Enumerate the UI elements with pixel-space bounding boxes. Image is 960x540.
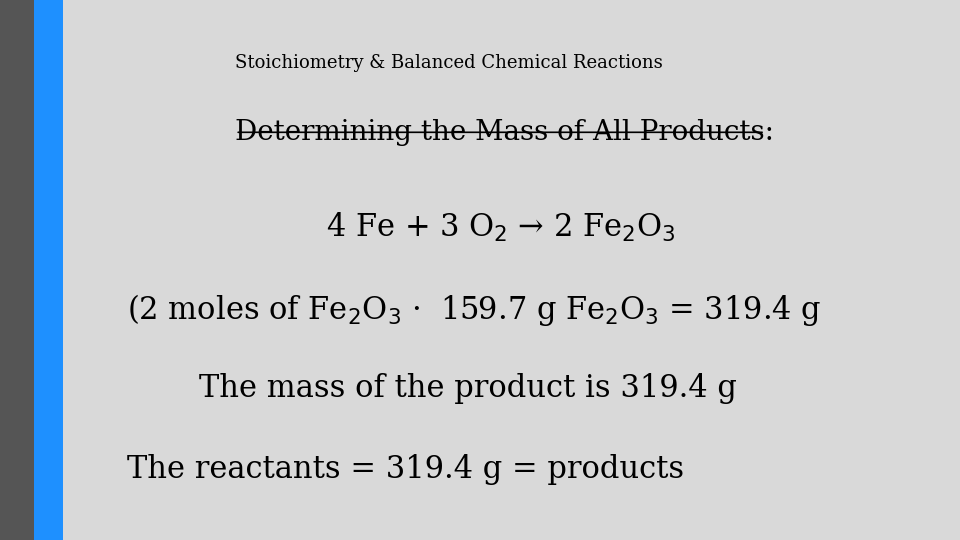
Text: Determining the Mass of All Products:: Determining the Mass of All Products: — [235, 119, 775, 146]
Text: (2 moles of Fe$_2$O$_3$ ·  159.7 g Fe$_2$O$_3$ = 319.4 g: (2 moles of Fe$_2$O$_3$ · 159.7 g Fe$_2$… — [127, 292, 822, 328]
FancyBboxPatch shape — [0, 0, 50, 540]
Text: 4 Fe + 3 O$_2$ → 2 Fe$_2$O$_3$: 4 Fe + 3 O$_2$ → 2 Fe$_2$O$_3$ — [325, 211, 675, 244]
Text: The reactants = 319.4 g = products: The reactants = 319.4 g = products — [127, 454, 684, 484]
Text: Stoichiometry & Balanced Chemical Reactions: Stoichiometry & Balanced Chemical Reacti… — [235, 54, 663, 72]
FancyBboxPatch shape — [35, 0, 63, 540]
Text: The mass of the product is 319.4 g: The mass of the product is 319.4 g — [199, 373, 737, 403]
